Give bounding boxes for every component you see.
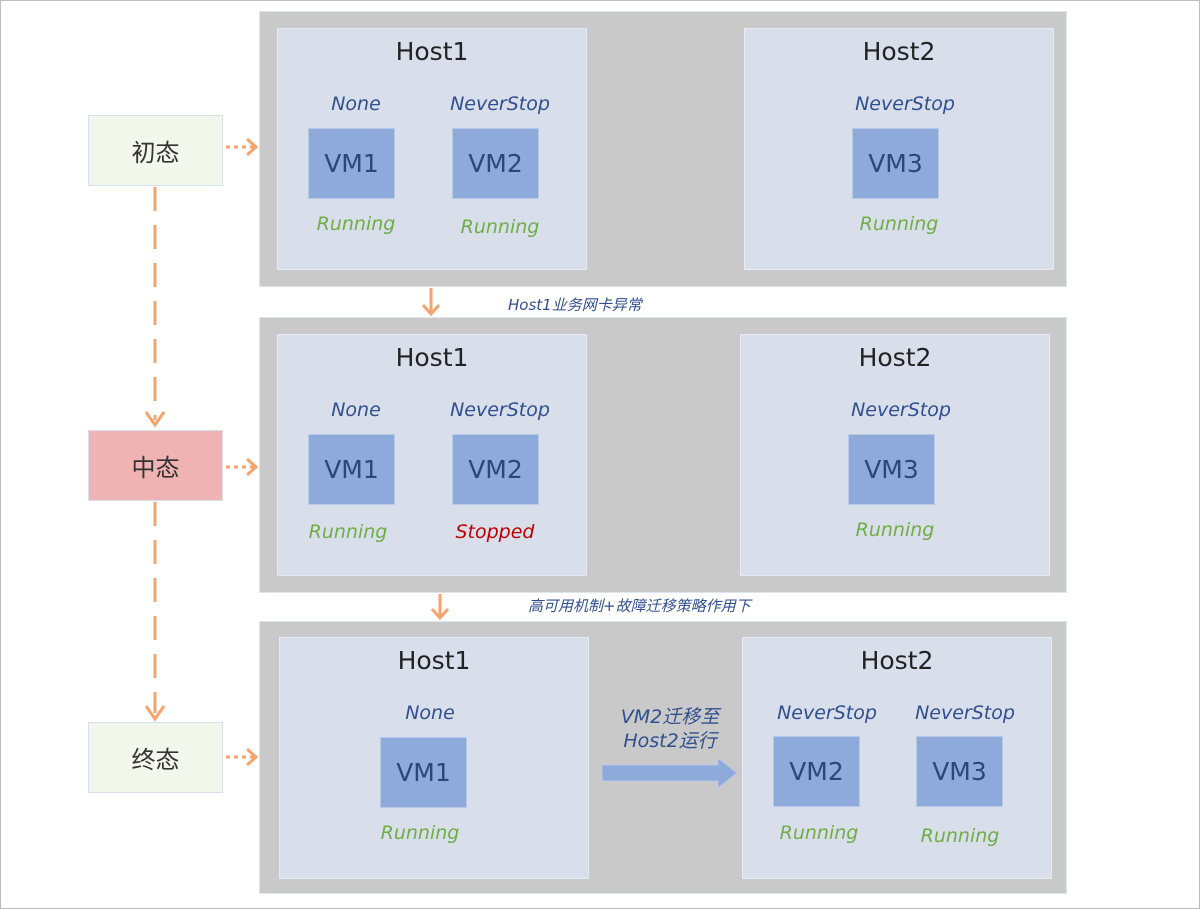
vm-policy: NeverStop	[915, 702, 1015, 724]
vm-status: Running	[308, 521, 388, 543]
vm-policy: NeverStop	[450, 93, 550, 115]
vm-policy: NeverStop	[851, 399, 951, 421]
migration-arrow-icon	[601, 756, 738, 790]
host-title: Host1	[395, 343, 469, 372]
vm-status: Running	[460, 216, 540, 238]
vm-policy: NeverStop	[450, 399, 550, 421]
vm-status: Running	[920, 825, 1000, 847]
state-middle: 中态	[88, 430, 223, 501]
arrowhead-down-icon	[144, 705, 166, 722]
host1-box: Host1 None VM1 Running NeverStop VM2 Sto…	[277, 334, 587, 576]
migration-label-line: VM2迁移至	[620, 706, 720, 728]
vm-box: VM3	[852, 128, 939, 199]
vm-status: Running	[316, 213, 396, 235]
transition-label: 高可用机制+故障迁移策略作用下	[528, 597, 751, 615]
state-label: 终态	[131, 746, 180, 774]
vm-name: VM1	[324, 149, 379, 178]
vm-name: VM3	[868, 149, 923, 178]
vm-box: VM2	[452, 434, 539, 505]
vm-box: VM2	[773, 736, 860, 807]
vm-name: VM3	[932, 757, 987, 786]
vm-box: VM1	[380, 737, 467, 808]
vm-policy: None	[331, 93, 381, 115]
vm-name: VM3	[864, 455, 919, 484]
vm-name: VM1	[396, 758, 451, 787]
migration-label-line: Host2运行	[623, 730, 717, 752]
vm-status: Running	[855, 519, 935, 541]
vm-box: VM1	[308, 128, 395, 199]
vm-box: VM3	[916, 736, 1003, 807]
state-label: 初态	[131, 139, 180, 167]
vm-policy: None	[405, 702, 455, 724]
vm-name: VM2	[468, 149, 523, 178]
host1-box: Host1 None VM1 Running	[279, 637, 589, 879]
vm-policy: None	[331, 399, 381, 421]
vm-name: VM2	[468, 455, 523, 484]
host2-box: Host2 NeverStop VM3 Running	[744, 28, 1054, 270]
host-title: Host2	[858, 343, 932, 372]
arrowhead-right-icon	[246, 137, 259, 157]
arrowhead-down-icon	[144, 411, 166, 428]
vm-status: Running	[380, 822, 460, 844]
arrowhead-down-icon	[421, 304, 441, 317]
host-title: Host2	[860, 646, 934, 675]
host-title: Host1	[397, 646, 471, 675]
vm-status: Running	[779, 822, 859, 844]
host2-box: Host2 NeverStop VM2 Running NeverStop VM…	[742, 637, 1052, 879]
arrowhead-right-icon	[246, 457, 259, 477]
host2-box: Host2 NeverStop VM3 Running	[740, 334, 1050, 576]
migration-label: VM2迁移至 Host2运行	[600, 705, 740, 753]
vm-box: VM1	[308, 434, 395, 505]
arrowhead-down-icon	[430, 608, 450, 621]
host-title: Host2	[862, 37, 936, 66]
vm-name: VM2	[789, 757, 844, 786]
transition-label: Host1业务网卡异常	[508, 296, 642, 314]
vm-status: Stopped	[455, 521, 535, 543]
host1-box: Host1 None VM1 Running NeverStop VM2 Run…	[277, 28, 587, 270]
state-final: 终态	[88, 722, 223, 793]
vm-policy: NeverStop	[777, 702, 877, 724]
state-initial: 初态	[88, 115, 223, 186]
state-label: 中态	[131, 454, 180, 482]
host-title: Host1	[395, 37, 469, 66]
vm-box: VM3	[848, 434, 935, 505]
vm-name: VM1	[324, 455, 379, 484]
vm-status: Running	[859, 213, 939, 235]
vm-policy: NeverStop	[855, 93, 955, 115]
vm-box: VM2	[452, 128, 539, 199]
arrowhead-right-icon	[246, 747, 259, 767]
